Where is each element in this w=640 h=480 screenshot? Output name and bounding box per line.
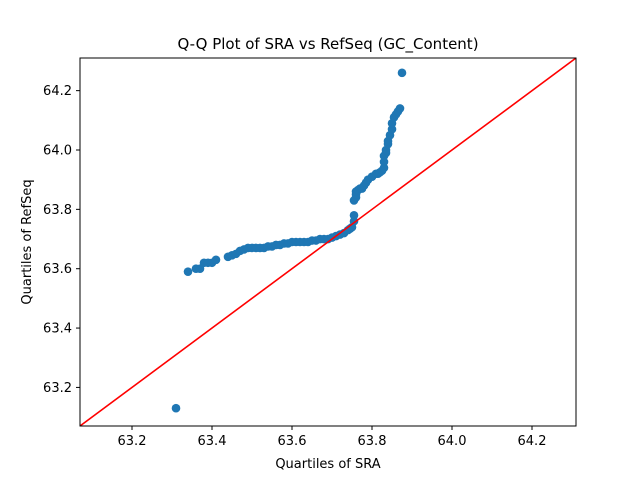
x-tick-label: 63.2 [118, 434, 147, 449]
chart-title: Q-Q Plot of SRA vs RefSeq (GC_Content) [177, 35, 478, 54]
y-axis-ticks: 63.2 63.4 63.6 63.8 64.0 64.2 [43, 84, 80, 396]
plot-frame [79, 57, 577, 427]
x-tick-label: 63.6 [278, 434, 307, 449]
data-point [379, 157, 389, 167]
y-tick-label: 63.6 [43, 262, 72, 277]
data-point [395, 104, 405, 113]
y-tick-label: 63.2 [43, 381, 72, 396]
x-tick-label: 63.4 [198, 434, 227, 449]
y-axis-label: Quartiles of RefSeq [20, 179, 35, 304]
y-tick-label: 64.2 [43, 84, 72, 99]
y-tick-label: 63.4 [43, 322, 72, 337]
data-point [379, 163, 389, 173]
reference-line [80, 58, 576, 426]
y-tick-label: 63.8 [43, 203, 72, 218]
data-point [211, 255, 221, 265]
x-tick-label: 64.0 [438, 434, 467, 449]
plot-area [80, 58, 576, 426]
data-point [171, 403, 181, 413]
data-point [183, 267, 193, 276]
data-point [349, 210, 359, 220]
data-point [387, 124, 397, 134]
x-axis-label: Quartiles of SRA [275, 457, 380, 472]
y-tick-label: 64.0 [43, 144, 72, 159]
x-axis-ticks: 63.2 63.4 63.6 63.8 64.0 64.2 [118, 426, 547, 449]
data-point [397, 68, 407, 78]
x-tick-label: 64.2 [518, 434, 547, 449]
x-tick-label: 63.8 [358, 434, 387, 449]
